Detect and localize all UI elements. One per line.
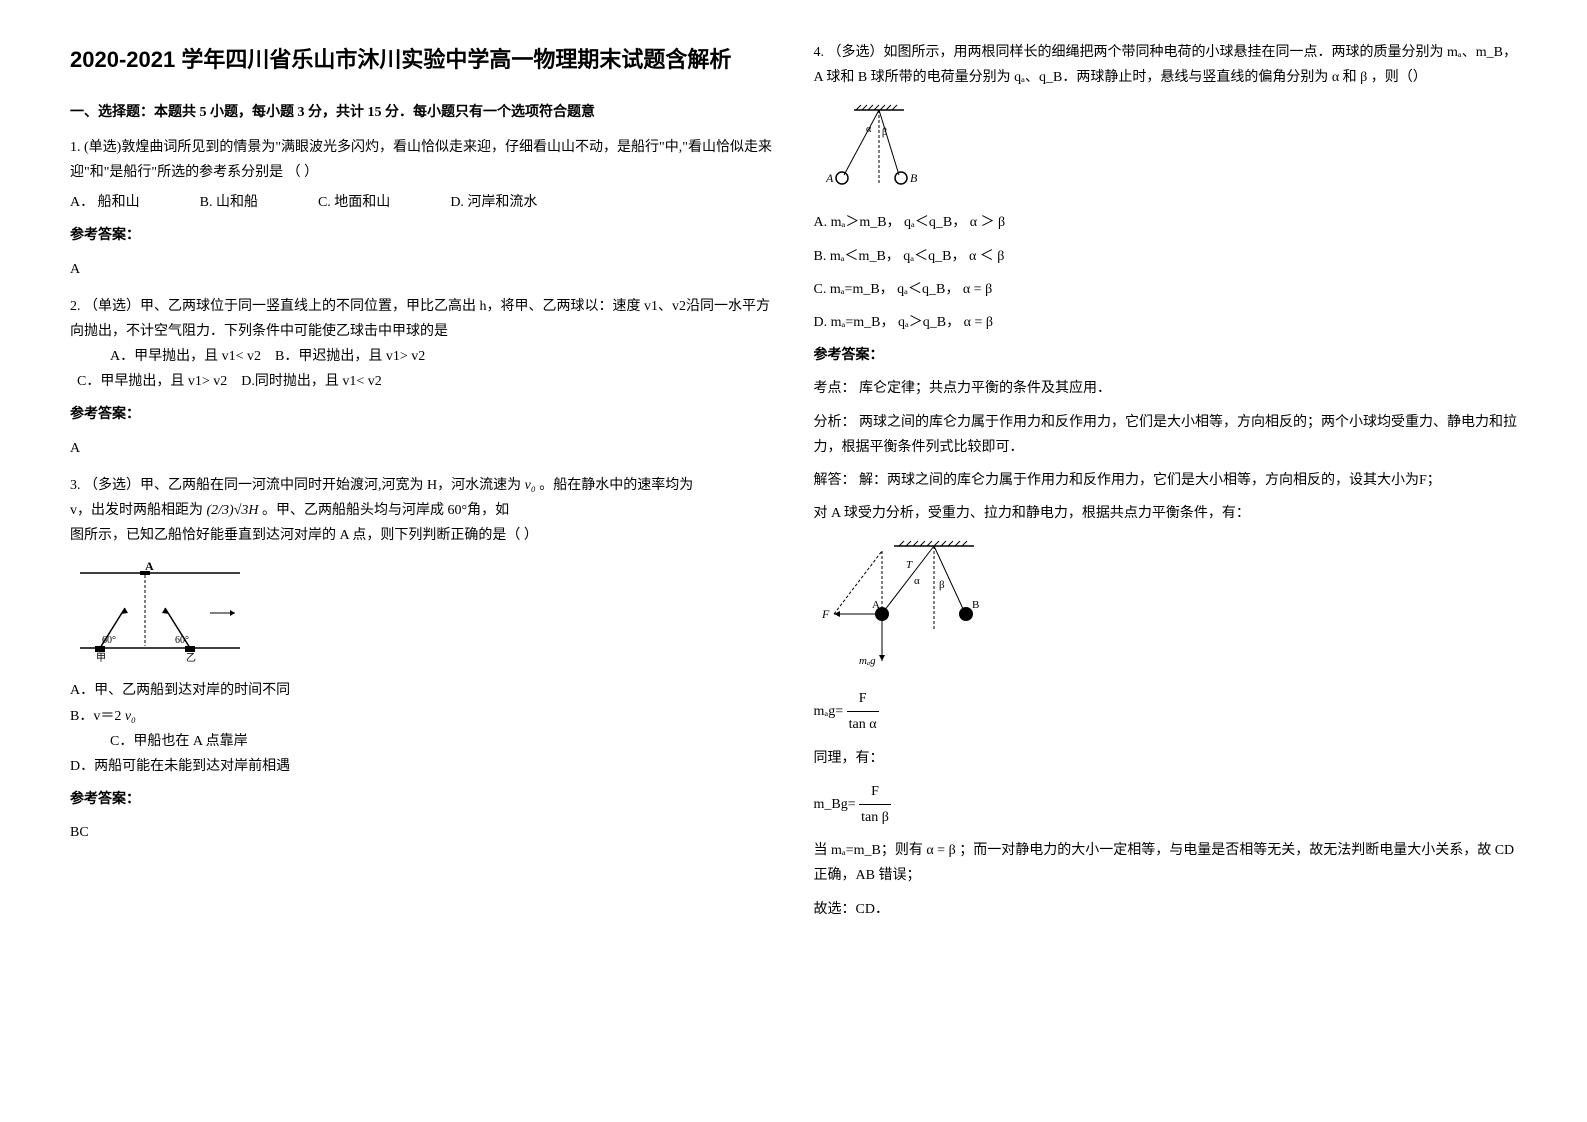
q1-stem: 1. (单选)敦煌曲词所见到的情景为"满眼波光多闪灼，看山恰似走来迎，仔细看山山… <box>70 135 774 185</box>
eq2-left: m_Bg= <box>814 797 856 812</box>
svg-text:60°: 60° <box>102 635 116 646</box>
svg-text:A: A <box>872 599 880 611</box>
q2-opt-d: D.同时抛出，且 v1< v2 <box>241 374 382 389</box>
q4-ref-3: 解答： 解：两球之间的库仑力属于作用力和反作用力，它们是大小相等，方向相反的，设… <box>814 468 1518 493</box>
eq1-den: tan α <box>847 712 879 737</box>
q2-answer: A <box>70 436 774 461</box>
eq2-num: F <box>859 779 891 805</box>
q2-opt-b: B．甲迟抛出，且 v1> v2 <box>275 349 425 364</box>
svg-text:A: A <box>145 559 154 573</box>
q4-ref-5: 同理，有： <box>814 746 1518 771</box>
q4-diagram-1: A B α β <box>814 100 1518 200</box>
q1-opt-d: D. 河岸和流水 <box>450 190 537 215</box>
svg-text:B: B <box>910 171 918 185</box>
q3-answer: BC <box>70 820 774 845</box>
q4-ref-1: 考点： 库仑定律；共点力平衡的条件及其应用． <box>814 376 1518 401</box>
q4-stem: 4. （多选）如图所示，用两根同样长的细绳把两个带同种电荷的小球悬挂在同一点．两… <box>814 40 1518 90</box>
q3-stem: 3. （多选）甲、乙两船在同一河流中同时开始渡河,河宽为 H，河水流速为 v₀ … <box>70 473 774 498</box>
q2-opt-a: A．甲早抛出，且 v1< v2 <box>110 349 261 364</box>
svg-text:F: F <box>821 607 830 621</box>
svg-text:B: B <box>972 599 979 611</box>
q2-opt-c: C．甲早抛出，且 v1> v2 <box>77 374 227 389</box>
question-2: 2. （单选）甲、乙两球位于同一竖直线上的不同位置，甲比乙高出 h，将甲、乙两球… <box>70 294 774 461</box>
q1-answer: A <box>70 257 774 282</box>
q3-stem-4: 。甲、乙两船船头均与河岸成 60°角，如 <box>262 503 509 518</box>
q3-stem-line2: v，出发时两船相距为 (2/3)√3H 。甲、乙两船船头均与河岸成 60°角，如 <box>70 498 774 523</box>
question-3: 3. （多选）甲、乙两船在同一河流中同时开始渡河,河宽为 H，河水流速为 v₀ … <box>70 473 774 846</box>
q3-answer-label: 参考答案： <box>70 787 774 812</box>
eq2-den: tan β <box>859 805 891 830</box>
force-diagram-icon: A B α β T F mₐg <box>814 536 1034 676</box>
svg-text:β: β <box>882 127 887 138</box>
q2-opts-line1: A．甲早抛出，且 v1< v2 B．甲迟抛出，且 v1> v2 <box>70 344 774 369</box>
pendulum-diagram-icon: A B α β <box>814 100 944 200</box>
q1-opt-b: B. 山和船 <box>200 190 258 215</box>
document-title: 2020-2021 学年四川省乐山市沐川实验中学高一物理期末试题含解析 <box>70 40 774 80</box>
svg-text:A: A <box>825 171 834 185</box>
svg-text:α: α <box>866 124 872 135</box>
q4-opt-c: C. mₐ=m_B， qₐ＜q_B， α = β <box>814 277 1518 302</box>
q4-ref-2: 分析： 两球之间的库仑力属于作用力和反作用力，它们是大小相等，方向相反的；两个小… <box>814 410 1518 460</box>
svg-text:60°: 60° <box>175 635 189 646</box>
q4-opt-a: A. mₐ＞m_B， qₐ＜q_B， α ＞ β <box>814 210 1518 235</box>
q3-stem-2: 。船在静水中的速率均为 <box>539 478 693 493</box>
q2-answer-label: 参考答案： <box>70 402 774 427</box>
q4-eq-2: m_Bg= F tan β <box>814 779 1518 830</box>
q1-answer-label: 参考答案： <box>70 223 774 248</box>
q4-ref-4: 对 A 球受力分析，受重力、拉力和静电力，根据共点力平衡条件，有： <box>814 501 1518 526</box>
right-column: 4. （多选）如图所示，用两根同样长的细绳把两个带同种电荷的小球悬挂在同一点．两… <box>794 40 1538 1082</box>
eq1-left: mₐg= <box>814 704 844 719</box>
svg-text:mₐg: mₐg <box>859 655 876 667</box>
q3-opt-b-text: B．v＝2 <box>70 709 121 724</box>
q3-stem-line3: 图所示，已知乙船恰好能垂直到达河对岸的 A 点，则下列判断正确的是（ ） <box>70 523 774 548</box>
q4-opt-d: D. mₐ=m_B， qₐ＞q_B， α = β <box>814 310 1518 335</box>
q3-opt-b: B．v＝2 v₀ <box>70 704 774 729</box>
q3-opt-c: C．甲船也在 A 点靠岸 <box>70 729 774 754</box>
q3-diagram: A 60° 甲 60° 乙 <box>70 558 774 668</box>
river-diagram-icon: A 60° 甲 60° 乙 <box>70 558 250 668</box>
question-4: 4. （多选）如图所示，用两根同样长的细绳把两个带同种电荷的小球悬挂在同一点．两… <box>814 40 1518 922</box>
q3-stem-1: 3. （多选）甲、乙两船在同一河流中同时开始渡河,河宽为 H，河水流速为 <box>70 478 521 493</box>
q1-opt-c: C. 地面和山 <box>318 190 390 215</box>
q3-v0-1: v₀ <box>525 478 536 493</box>
eq1-num: F <box>847 686 879 712</box>
svg-text:甲: 甲 <box>96 653 106 664</box>
q2-opts-line2: C．甲早抛出，且 v1> v2 D.同时抛出，且 v1< v2 <box>70 369 774 394</box>
svg-text:α: α <box>914 575 920 587</box>
q4-opt-b: B. mₐ＜m_B， qₐ＜q_B， α ＜ β <box>814 244 1518 269</box>
q4-ref-7: 故选：CD． <box>814 897 1518 922</box>
q1-opt-a: A． 船和山 <box>70 190 140 215</box>
svg-text:T: T <box>906 559 913 571</box>
svg-text:乙: 乙 <box>186 652 196 664</box>
left-column: 2020-2021 学年四川省乐山市沐川实验中学高一物理期末试题含解析 一、选择… <box>50 40 794 1082</box>
q2-stem: 2. （单选）甲、乙两球位于同一竖直线上的不同位置，甲比乙高出 h，将甲、乙两球… <box>70 294 774 344</box>
q4-ref-6: 当 mₐ=m_B；则有 α = β ；而一对静电力的大小一定相等，与电量是否相等… <box>814 838 1518 888</box>
svg-text:β: β <box>939 579 945 591</box>
q4-answer-label: 参考答案： <box>814 343 1518 368</box>
q3-v0-2: v₀ <box>125 709 136 724</box>
section-1-title: 一、选择题：本题共 5 小题，每小题 3 分，共计 15 分．每小题只有一个选项… <box>70 100 774 125</box>
q3-formula: (2/3)√3H <box>207 503 259 518</box>
q4-diagram-2: A B α β T F mₐg <box>814 536 1518 676</box>
q3-stem-3: v，出发时两船相距为 <box>70 503 203 518</box>
q3-opt-d: D．两船可能在未能到达对岸前相遇 <box>70 754 774 779</box>
q4-eq-1: mₐg= F tan α <box>814 686 1518 737</box>
q3-opt-a: A．甲、乙两船到达对岸的时间不同 <box>70 678 774 703</box>
question-1: 1. (单选)敦煌曲词所见到的情景为"满眼波光多闪灼，看山恰似走来迎，仔细看山山… <box>70 135 774 282</box>
q1-options: A． 船和山 B. 山和船 C. 地面和山 D. 河岸和流水 <box>70 190 774 215</box>
